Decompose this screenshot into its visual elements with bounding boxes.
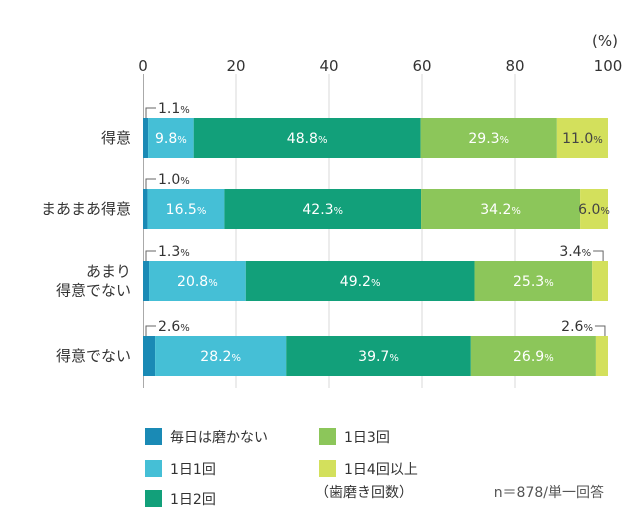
data-label: 16.5% <box>166 202 207 218</box>
bar-segment <box>474 261 593 301</box>
data-label: 2.6% <box>158 319 190 335</box>
bar-segment <box>143 189 148 229</box>
bar-segment <box>420 118 557 158</box>
legend-label: 1日2回 <box>170 492 216 508</box>
legend: 毎日は磨かない 1日1回 1日2回 1日3回 1日4回以上 <box>145 428 418 508</box>
legend-swatch <box>145 490 162 507</box>
bar-segment <box>155 336 287 376</box>
data-label: 1.0% <box>158 172 190 188</box>
data-label: 1.1% <box>158 101 190 117</box>
data-label: 1.3% <box>158 244 190 260</box>
bar-segment <box>286 336 471 376</box>
leader-line <box>593 250 604 261</box>
legend-swatch <box>145 428 162 445</box>
legend-swatch <box>319 428 336 445</box>
bar-segment <box>470 336 596 376</box>
leader-line <box>594 325 606 336</box>
data-label: 11.0% <box>562 131 603 147</box>
x-tick-label: 40 <box>319 57 338 75</box>
legend-label: 1日1回 <box>170 462 216 478</box>
data-label: 26.9% <box>513 349 554 365</box>
bar-segment <box>149 261 246 301</box>
data-label: 6.0% <box>578 202 610 218</box>
legend-swatch <box>319 460 336 477</box>
data-label: 28.2% <box>200 349 241 365</box>
bar-segment <box>143 336 156 376</box>
data-label: 42.3% <box>302 202 343 218</box>
x-tick-label: 80 <box>505 57 524 75</box>
x-tick-label: 100 <box>594 57 623 75</box>
data-label: 29.3% <box>468 131 509 147</box>
x-tick-label: 20 <box>226 57 245 75</box>
data-label: 25.3% <box>513 274 554 290</box>
data-label: 3.4% <box>559 244 591 260</box>
leader-line <box>145 107 156 118</box>
data-label: 20.8% <box>177 274 218 290</box>
category-label: 得意 <box>101 129 131 147</box>
leader-line <box>145 325 156 336</box>
x-tick-label: 60 <box>412 57 431 75</box>
bar-segment <box>580 189 608 229</box>
bar-segment <box>147 189 225 229</box>
bar-segment <box>148 118 194 158</box>
legend-label: 1日3回 <box>344 430 390 446</box>
bar-segment <box>556 118 608 158</box>
footnote: n＝878/単一回答 <box>494 484 604 501</box>
bar-segment <box>595 336 608 376</box>
data-label: 9.8% <box>155 131 187 147</box>
data-label: 34.2% <box>480 202 521 218</box>
data-label: 49.2% <box>340 274 381 290</box>
data-label: 48.8% <box>287 131 328 147</box>
leader-line <box>145 178 156 189</box>
category-label: あまり得意でない <box>56 263 131 300</box>
bar-segment <box>592 261 608 301</box>
legend-label: 毎日は磨かない <box>170 430 268 446</box>
legend-label: 1日4回以上 <box>344 462 418 478</box>
bar-segment <box>245 261 475 301</box>
data-label: 39.7% <box>358 349 399 365</box>
legend-swatch <box>145 460 162 477</box>
legend-note: （歯磨き回数） <box>315 485 413 501</box>
bar-segment <box>224 189 422 229</box>
category-label: まあまあ得意 <box>41 200 131 218</box>
data-label: 2.6% <box>561 319 593 335</box>
leader-line <box>145 250 156 261</box>
bar-segment <box>193 118 421 158</box>
x-tick-label: 0 <box>138 57 148 75</box>
category-label: 得意でない <box>56 347 131 365</box>
bar-segment <box>143 261 150 301</box>
bar-segment <box>421 189 581 229</box>
x-axis-ticks: 0 20 40 60 80 100 <box>138 57 622 75</box>
bars: 1.1% 9.8% 48.8% 29.3% 11.0% 1.0% 16.5% 42.3% 34.… <box>143 101 610 376</box>
bar-segment <box>143 118 149 158</box>
axis-unit-label: (%) <box>592 32 618 50</box>
